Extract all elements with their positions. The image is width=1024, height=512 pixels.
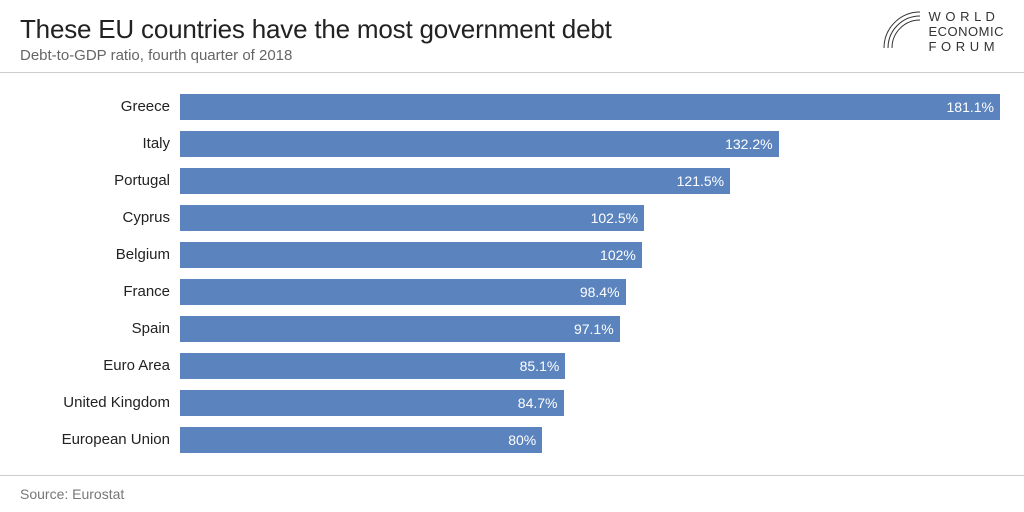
source-text: Source: Eurostat xyxy=(20,486,124,502)
bar-value-label: 97.1% xyxy=(574,321,614,337)
bar-chart: Greece 181.1% Italy 132.2% Portugal 121.5% Cyp… xyxy=(20,91,1004,461)
category-label: Belgium xyxy=(20,246,180,263)
category-label: United Kingdom xyxy=(20,394,180,411)
bar-track: 97.1% xyxy=(180,316,1004,342)
bar-row: Euro Area 85.1% xyxy=(20,350,1004,381)
bar: 102.5% xyxy=(180,205,644,231)
bar-value-label: 80% xyxy=(508,432,536,448)
bar-row: Cyprus 102.5% xyxy=(20,202,1004,233)
bar-track: 84.7% xyxy=(180,390,1004,416)
category-label: France xyxy=(20,283,180,300)
logo-line-3: F O R U M xyxy=(929,40,1005,55)
wef-logo-text: W O R L D ECONOMIC F O R U M xyxy=(929,10,1005,55)
bar-value-label: 84.7% xyxy=(518,395,558,411)
bar-row: Spain 97.1% xyxy=(20,313,1004,344)
bar-row: United Kingdom 84.7% xyxy=(20,387,1004,418)
bar-row: Italy 132.2% xyxy=(20,128,1004,159)
bar-row: Portugal 121.5% xyxy=(20,165,1004,196)
bar-track: 132.2% xyxy=(180,131,1004,157)
bar-value-label: 121.5% xyxy=(677,173,724,189)
chart-footer: Source: Eurostat xyxy=(0,475,1024,512)
bar-value-label: 85.1% xyxy=(520,358,560,374)
bar-track: 121.5% xyxy=(180,168,1004,194)
bar: 181.1% xyxy=(180,94,1000,120)
bar-track: 181.1% xyxy=(180,94,1004,120)
logo-line-2: ECONOMIC xyxy=(929,25,1005,40)
bar-value-label: 132.2% xyxy=(725,136,772,152)
bar-row: Greece 181.1% xyxy=(20,91,1004,122)
bar-row: European Union 80% xyxy=(20,424,1004,455)
wef-logo-arc-icon xyxy=(880,8,924,52)
bar: 84.7% xyxy=(180,390,564,416)
category-label: Cyprus xyxy=(20,209,180,226)
category-label: Italy xyxy=(20,135,180,152)
category-label: Greece xyxy=(20,98,180,115)
bar-track: 80% xyxy=(180,427,1004,453)
bar-value-label: 181.1% xyxy=(947,99,994,115)
bar: 98.4% xyxy=(180,279,626,305)
bar-track: 102% xyxy=(180,242,1004,268)
logo-line-1: W O R L D xyxy=(929,10,1005,25)
bar: 132.2% xyxy=(180,131,779,157)
chart-header: These EU countries have the most governm… xyxy=(0,0,1024,73)
bar-track: 102.5% xyxy=(180,205,1004,231)
bar: 121.5% xyxy=(180,168,730,194)
bar-row: France 98.4% xyxy=(20,276,1004,307)
bar-value-label: 102.5% xyxy=(591,210,638,226)
bar: 80% xyxy=(180,427,542,453)
chart-title: These EU countries have the most governm… xyxy=(20,14,1004,45)
bar-track: 85.1% xyxy=(180,353,1004,379)
bar: 97.1% xyxy=(180,316,620,342)
category-label: Euro Area xyxy=(20,357,180,374)
bar: 85.1% xyxy=(180,353,565,379)
category-label: Portugal xyxy=(20,172,180,189)
chart-subtitle: Debt-to-GDP ratio, fourth quarter of 201… xyxy=(20,47,1004,64)
bar-track: 98.4% xyxy=(180,279,1004,305)
category-label: European Union xyxy=(20,431,180,448)
bars-container: Greece 181.1% Italy 132.2% Portugal 121.5% Cyp… xyxy=(20,91,1004,455)
bar: 102% xyxy=(180,242,642,268)
bar-value-label: 98.4% xyxy=(580,284,620,300)
bar-value-label: 102% xyxy=(600,247,636,263)
category-label: Spain xyxy=(20,320,180,337)
bar-row: Belgium 102% xyxy=(20,239,1004,270)
